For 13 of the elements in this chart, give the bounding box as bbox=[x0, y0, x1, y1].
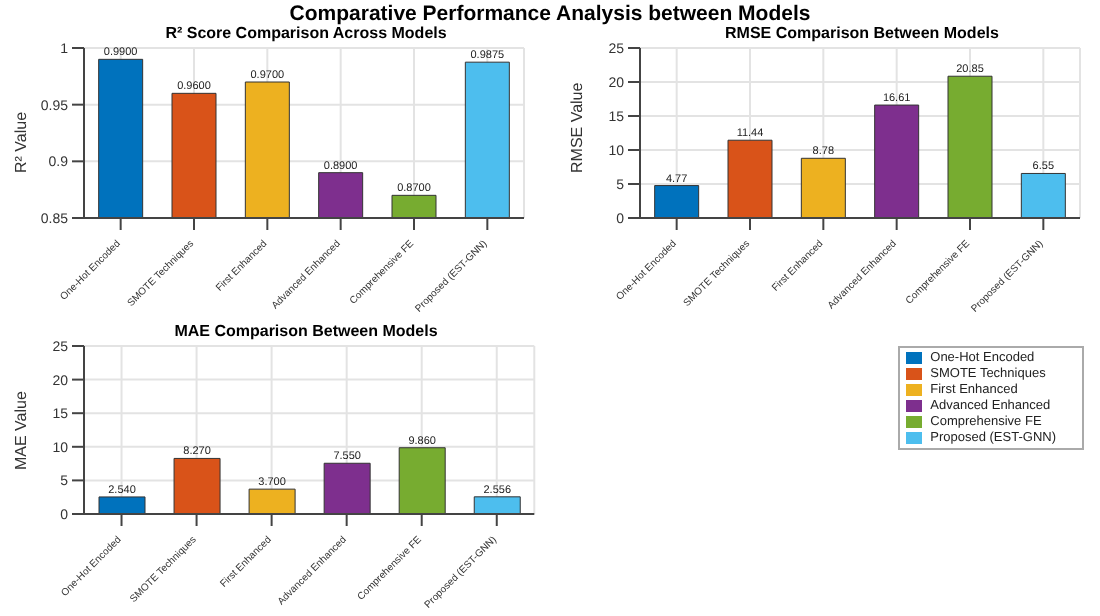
y-axis-title: RMSE Value bbox=[567, 81, 586, 173]
text: Comparative Performance Analysis between Models bbox=[287, 2, 813, 26]
chart-title: R² Score Comparison Across Models bbox=[163, 24, 449, 42]
y-axis-title: R² Value bbox=[11, 110, 30, 173]
chart-title: RMSE Comparison Between Models bbox=[723, 24, 1001, 42]
y-axis-title: MAE Value bbox=[11, 390, 30, 470]
bar bbox=[800, 157, 846, 218]
bar bbox=[874, 104, 920, 218]
bar bbox=[947, 75, 993, 218]
bar bbox=[654, 185, 700, 218]
bar bbox=[1020, 172, 1066, 218]
bar bbox=[727, 139, 773, 218]
chart-title: MAE Comparison Between Models bbox=[172, 322, 440, 340]
